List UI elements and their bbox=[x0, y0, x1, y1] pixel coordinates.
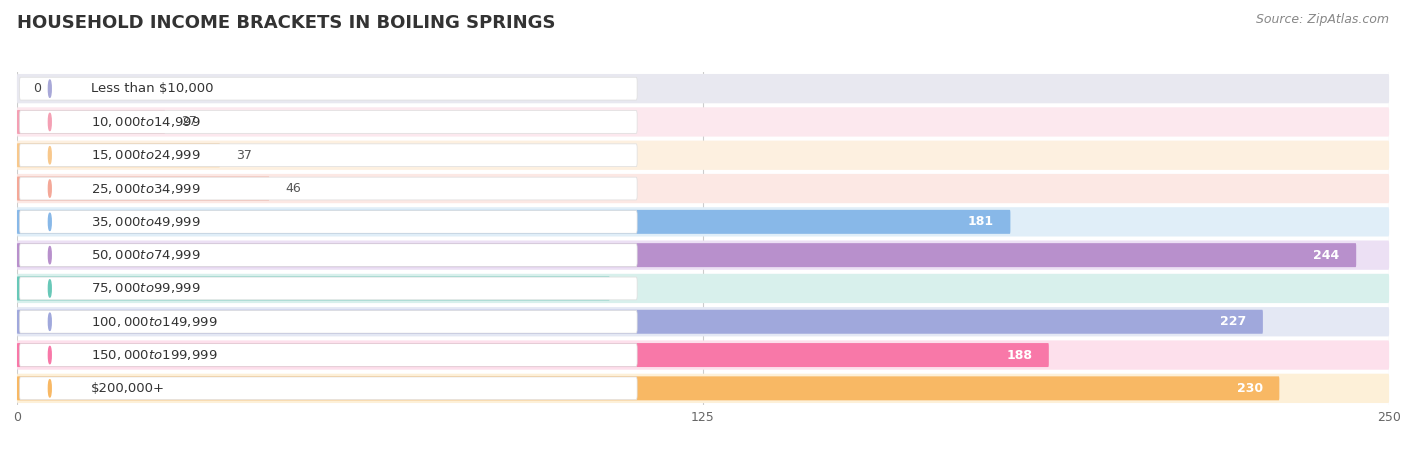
Text: $150,000 to $199,999: $150,000 to $199,999 bbox=[91, 348, 218, 362]
FancyBboxPatch shape bbox=[17, 243, 1357, 267]
FancyBboxPatch shape bbox=[20, 344, 637, 366]
Text: Less than $10,000: Less than $10,000 bbox=[91, 82, 214, 95]
Text: $75,000 to $99,999: $75,000 to $99,999 bbox=[91, 281, 201, 296]
FancyBboxPatch shape bbox=[20, 177, 637, 200]
Text: HOUSEHOLD INCOME BRACKETS IN BOILING SPRINGS: HOUSEHOLD INCOME BRACKETS IN BOILING SPR… bbox=[17, 14, 555, 32]
FancyBboxPatch shape bbox=[17, 374, 1389, 403]
FancyBboxPatch shape bbox=[17, 343, 1049, 367]
FancyBboxPatch shape bbox=[17, 207, 1389, 237]
Text: $25,000 to $34,999: $25,000 to $34,999 bbox=[91, 181, 201, 196]
Text: $35,000 to $49,999: $35,000 to $49,999 bbox=[91, 215, 201, 229]
FancyBboxPatch shape bbox=[17, 140, 1389, 170]
Text: 46: 46 bbox=[285, 182, 301, 195]
Text: 188: 188 bbox=[1007, 349, 1032, 361]
Text: 227: 227 bbox=[1220, 315, 1246, 328]
FancyBboxPatch shape bbox=[20, 211, 637, 233]
FancyBboxPatch shape bbox=[17, 143, 219, 167]
FancyBboxPatch shape bbox=[20, 111, 637, 133]
Circle shape bbox=[48, 147, 51, 164]
Circle shape bbox=[48, 346, 51, 364]
Text: $50,000 to $74,999: $50,000 to $74,999 bbox=[91, 248, 201, 262]
FancyBboxPatch shape bbox=[17, 340, 1389, 370]
Circle shape bbox=[48, 280, 51, 297]
Circle shape bbox=[48, 113, 51, 130]
FancyBboxPatch shape bbox=[17, 307, 1389, 337]
FancyBboxPatch shape bbox=[17, 276, 610, 301]
FancyBboxPatch shape bbox=[20, 77, 637, 100]
Circle shape bbox=[48, 313, 51, 330]
FancyBboxPatch shape bbox=[17, 210, 1011, 234]
Text: $15,000 to $24,999: $15,000 to $24,999 bbox=[91, 148, 201, 162]
FancyBboxPatch shape bbox=[17, 376, 1279, 400]
Circle shape bbox=[48, 80, 51, 97]
Text: 181: 181 bbox=[967, 216, 994, 228]
Text: $10,000 to $14,999: $10,000 to $14,999 bbox=[91, 115, 201, 129]
FancyBboxPatch shape bbox=[17, 274, 1389, 303]
Circle shape bbox=[48, 247, 51, 264]
FancyBboxPatch shape bbox=[20, 244, 637, 266]
FancyBboxPatch shape bbox=[17, 110, 165, 134]
FancyBboxPatch shape bbox=[20, 377, 637, 400]
Text: 27: 27 bbox=[181, 116, 197, 128]
Circle shape bbox=[48, 213, 51, 230]
FancyBboxPatch shape bbox=[20, 144, 637, 166]
Text: 37: 37 bbox=[236, 149, 252, 162]
Text: 230: 230 bbox=[1237, 382, 1263, 395]
FancyBboxPatch shape bbox=[17, 74, 1389, 104]
FancyBboxPatch shape bbox=[17, 240, 1389, 270]
FancyBboxPatch shape bbox=[20, 310, 637, 333]
Text: 108: 108 bbox=[567, 282, 593, 295]
FancyBboxPatch shape bbox=[20, 277, 637, 300]
Text: $200,000+: $200,000+ bbox=[91, 382, 165, 395]
FancyBboxPatch shape bbox=[17, 310, 1263, 334]
Text: $100,000 to $149,999: $100,000 to $149,999 bbox=[91, 315, 218, 329]
FancyBboxPatch shape bbox=[17, 107, 1389, 137]
Text: 244: 244 bbox=[1313, 249, 1340, 261]
Text: Source: ZipAtlas.com: Source: ZipAtlas.com bbox=[1256, 14, 1389, 27]
FancyBboxPatch shape bbox=[17, 176, 270, 201]
Circle shape bbox=[48, 380, 51, 397]
Circle shape bbox=[48, 180, 51, 197]
FancyBboxPatch shape bbox=[17, 174, 1389, 203]
Text: 0: 0 bbox=[34, 82, 41, 95]
